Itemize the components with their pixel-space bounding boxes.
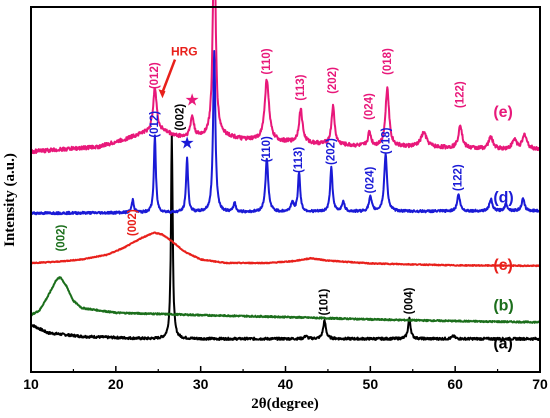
peak-label: (002) bbox=[127, 209, 139, 236]
peak-label: (110) bbox=[261, 136, 273, 162]
peak-label: (110) bbox=[261, 48, 273, 74]
curve-label-b: (b) bbox=[493, 297, 513, 314]
curve-c bbox=[30, 231, 541, 268]
curve-label-d: (d) bbox=[493, 190, 513, 207]
curve-label-e: (e) bbox=[493, 104, 513, 121]
hrg-arrow-head bbox=[158, 89, 166, 99]
peak-label: (024) bbox=[364, 93, 376, 120]
x-tick-label: 10 bbox=[23, 376, 39, 392]
curve-e bbox=[30, 0, 541, 155]
x-tick-label: 20 bbox=[108, 376, 124, 392]
curve-b bbox=[30, 276, 541, 324]
star-marker: ★ bbox=[179, 133, 194, 153]
x-tick-label: 30 bbox=[193, 376, 209, 392]
peak-label: (002) bbox=[56, 225, 68, 252]
hrg-arrow-shaft bbox=[161, 59, 177, 93]
curve-a bbox=[30, 134, 541, 341]
peak-label: (122) bbox=[454, 81, 466, 108]
star-marker: ★ bbox=[185, 91, 200, 111]
x-axis-title: 2θ(degree) bbox=[251, 396, 319, 412]
peak-label: (113) bbox=[293, 147, 305, 173]
x-ticks: 10 20 30 40 50 60 70 bbox=[23, 366, 548, 392]
x-tick-label: 70 bbox=[532, 376, 548, 392]
peak-label: (202) bbox=[327, 67, 339, 94]
curve-d bbox=[30, 50, 541, 216]
curve-label-a: (a) bbox=[493, 335, 513, 352]
peak-label: (113) bbox=[295, 74, 307, 100]
peak-label: (101) bbox=[319, 288, 331, 315]
x-tick-label: 40 bbox=[278, 376, 294, 392]
x-tick-label: 50 bbox=[363, 376, 379, 392]
y-axis-title: Intensity (a.u.) bbox=[2, 153, 18, 247]
peak-label: (002) bbox=[174, 104, 186, 131]
peak-label: (018) bbox=[382, 48, 394, 75]
peak-label: (012) bbox=[149, 62, 161, 89]
peak-label: (024) bbox=[364, 166, 376, 193]
peak-label: (122) bbox=[453, 164, 465, 191]
peak-label: (202) bbox=[325, 138, 337, 165]
peak-annotations: (012) (110) (113) (202) (024) (018) (122) (012)… bbox=[56, 45, 467, 316]
hrg-label: HRG bbox=[171, 45, 198, 59]
x-tick-label: 60 bbox=[447, 376, 463, 392]
curve-label-c: (c) bbox=[493, 257, 513, 274]
xrd-curves: (a) (b) (c) (d) (e) bbox=[30, 0, 541, 352]
peak-label: (012) bbox=[149, 111, 161, 138]
peak-label: (018) bbox=[380, 127, 392, 154]
peak-label: (004) bbox=[403, 287, 415, 314]
